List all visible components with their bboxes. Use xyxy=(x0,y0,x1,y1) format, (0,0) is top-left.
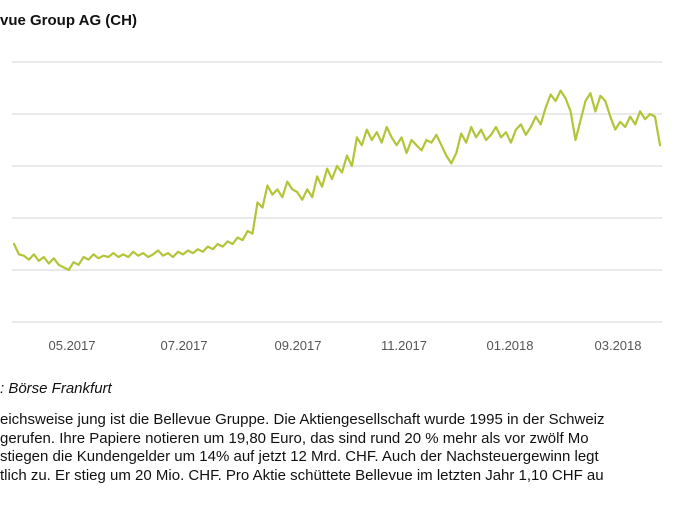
article-line-4: tlich zu. Er stieg um 20 Mio. CHF. Pro A… xyxy=(0,466,604,484)
article-text: eichsweise jung ist die Bellevue Gruppe.… xyxy=(0,411,697,485)
x-tick-label: 09.2017 xyxy=(275,338,322,353)
x-tick-label: 01.2018 xyxy=(487,338,534,353)
x-axis-ticks: 05.2017 07.2017 09.2017 11.2017 01.2018 03.20… xyxy=(49,338,642,353)
gridlines xyxy=(12,61,662,323)
stock-price-chart: 05.2017 07.2017 09.2017 11.2017 01.2018 03.20… xyxy=(12,61,662,353)
source-text: : Börse Frankfurt xyxy=(0,380,112,397)
article-line-3: stiegen die Kundengelder um 14% auf jetz… xyxy=(0,448,599,465)
x-tick-label: 03.2018 xyxy=(595,338,642,353)
article-line-2: gerufen. Ihre Papiere notieren um 19,80 … xyxy=(0,429,589,447)
source-note: : Börse Frankfurt xyxy=(0,380,112,397)
article-line-1: eichsweise jung ist die Bellevue Gruppe.… xyxy=(0,411,605,428)
x-tick-label: 11.2017 xyxy=(381,338,427,353)
x-tick-label: 05.2017 xyxy=(49,338,96,353)
chart-title: vue Group AG (CH) xyxy=(0,12,137,29)
price-series-line xyxy=(12,89,662,272)
x-tick-label: 07.2017 xyxy=(161,338,208,353)
